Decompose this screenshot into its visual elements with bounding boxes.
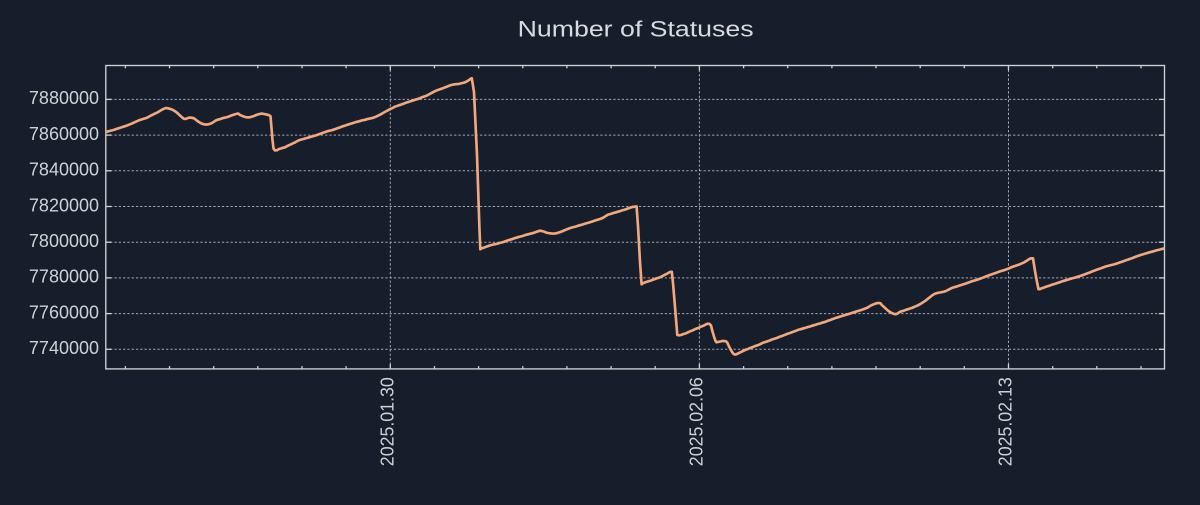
svg-text:7840000: 7840000 bbox=[29, 160, 99, 180]
svg-text:7740000: 7740000 bbox=[29, 338, 99, 358]
svg-text:7760000: 7760000 bbox=[29, 302, 99, 322]
svg-text:7800000: 7800000 bbox=[29, 231, 99, 251]
svg-text:7780000: 7780000 bbox=[29, 267, 99, 287]
svg-text:7880000: 7880000 bbox=[29, 88, 99, 108]
svg-text:7820000: 7820000 bbox=[29, 195, 99, 215]
svg-text:Number of Statuses: Number of Statuses bbox=[518, 16, 754, 41]
svg-text:7860000: 7860000 bbox=[29, 124, 99, 144]
svg-text:2025.02.13: 2025.02.13 bbox=[996, 377, 1016, 466]
svg-text:2025.01.30: 2025.01.30 bbox=[377, 377, 397, 466]
svg-text:2025.02.06: 2025.02.06 bbox=[686, 377, 706, 466]
